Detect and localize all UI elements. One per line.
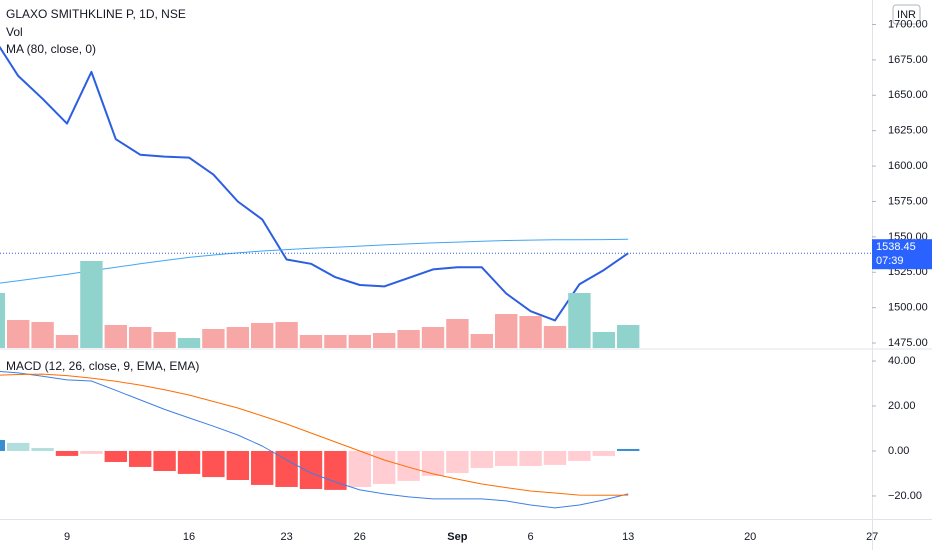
legend-volume: Vol	[6, 25, 23, 39]
line-series	[0, 371, 629, 509]
y-tick-label: 1475.00	[888, 337, 928, 349]
volume-bar	[104, 325, 127, 348]
volume-bar	[55, 335, 79, 348]
histogram-bar	[55, 450, 79, 456]
y-tick-label: 1600.00	[888, 160, 928, 172]
histogram-bar	[397, 450, 420, 481]
x-tick-label: 20	[744, 531, 756, 543]
histogram-bar	[177, 450, 201, 474]
histogram-bar	[275, 450, 298, 487]
y-tick-label: 1650.00	[888, 89, 928, 101]
histogram-bar	[495, 450, 518, 467]
y-tick-label: 20.00	[888, 400, 916, 412]
histogram-bar	[7, 442, 30, 451]
histogram-bar	[80, 450, 103, 454]
histogram-bar	[0, 439, 5, 451]
x-tick-label: 9	[64, 531, 70, 543]
volume-bar	[80, 261, 103, 348]
line-series	[0, 45, 629, 322]
histogram-bar	[251, 450, 274, 485]
histogram-bar	[592, 450, 615, 456]
y-tick-label: −20.00	[888, 490, 922, 502]
histogram-bar	[153, 450, 176, 471]
volume-bar	[251, 323, 274, 348]
volume-bar	[348, 335, 371, 348]
histogram-bar	[446, 450, 469, 474]
volume-bar	[421, 327, 445, 348]
volume-bar	[226, 327, 249, 348]
x-tick-label: 27	[866, 531, 878, 543]
volume-bar	[495, 314, 518, 348]
volume-bar	[129, 327, 152, 348]
histogram-bar	[31, 448, 54, 451]
volume-bar	[470, 334, 493, 348]
y-tick-label: 1700.00	[888, 18, 928, 30]
volume-bar	[31, 322, 54, 348]
line-series	[0, 373, 629, 496]
volume-bar	[519, 316, 542, 348]
histogram-bar	[104, 450, 127, 462]
x-tick-label: 16	[183, 531, 195, 543]
histogram-bar	[421, 450, 445, 476]
x-tick-label: 6	[528, 531, 534, 543]
volume-bar	[543, 326, 567, 348]
histogram-bar	[470, 450, 493, 469]
y-tick-label: 0.00	[888, 445, 909, 457]
histogram-bar	[226, 450, 249, 480]
x-tick-label: 26	[354, 531, 366, 543]
histogram-bar	[373, 450, 396, 485]
y-tick-label: 1500.00	[888, 302, 928, 314]
volume-bar	[592, 332, 615, 348]
y-tick-label: 1675.00	[888, 54, 928, 66]
countdown-label: 07:39	[876, 255, 904, 267]
x-tick-label: Sep	[447, 531, 467, 543]
volume-bar	[275, 322, 298, 348]
legend-ma: MA (80, close, 0)	[6, 42, 96, 56]
histogram-bar	[348, 450, 371, 487]
x-tick-label: 13	[622, 531, 634, 543]
currency-label: INR	[897, 9, 916, 21]
chart-title: GLAXO SMITHKLINE P, 1D, NSE	[6, 7, 186, 21]
histogram-bar	[519, 450, 542, 467]
volume-bar	[177, 338, 201, 348]
histogram-bar	[568, 450, 591, 461]
last-price-label: 1538.45	[876, 241, 916, 253]
histogram-bar	[543, 450, 567, 465]
histogram-bar	[129, 450, 152, 467]
x-tick-label: 23	[280, 531, 292, 543]
y-tick-label: 1625.00	[888, 125, 928, 137]
volume-bar	[446, 319, 469, 348]
volume-bar	[324, 335, 347, 348]
y-tick-label: 40.00	[888, 355, 916, 367]
volume-bar	[397, 330, 420, 348]
volume-bar	[617, 325, 640, 348]
volume-bar	[153, 332, 176, 348]
plot-area	[0, 45, 640, 509]
y-tick-label: 1575.00	[888, 195, 928, 207]
histogram-bar	[617, 448, 640, 451]
volume-bar	[299, 335, 323, 348]
volume-bar	[202, 329, 225, 348]
volume-bar	[568, 293, 591, 348]
macd-title: MACD (12, 26, close, 9, EMA, EMA)	[6, 359, 199, 373]
currency-box[interactable]	[892, 4, 921, 25]
last-price-box	[872, 239, 932, 270]
histogram-bar	[202, 450, 225, 478]
volume-bar	[373, 333, 396, 348]
histogram-bar	[299, 450, 323, 489]
volume-bar	[7, 320, 30, 348]
volume-bar	[0, 293, 5, 348]
